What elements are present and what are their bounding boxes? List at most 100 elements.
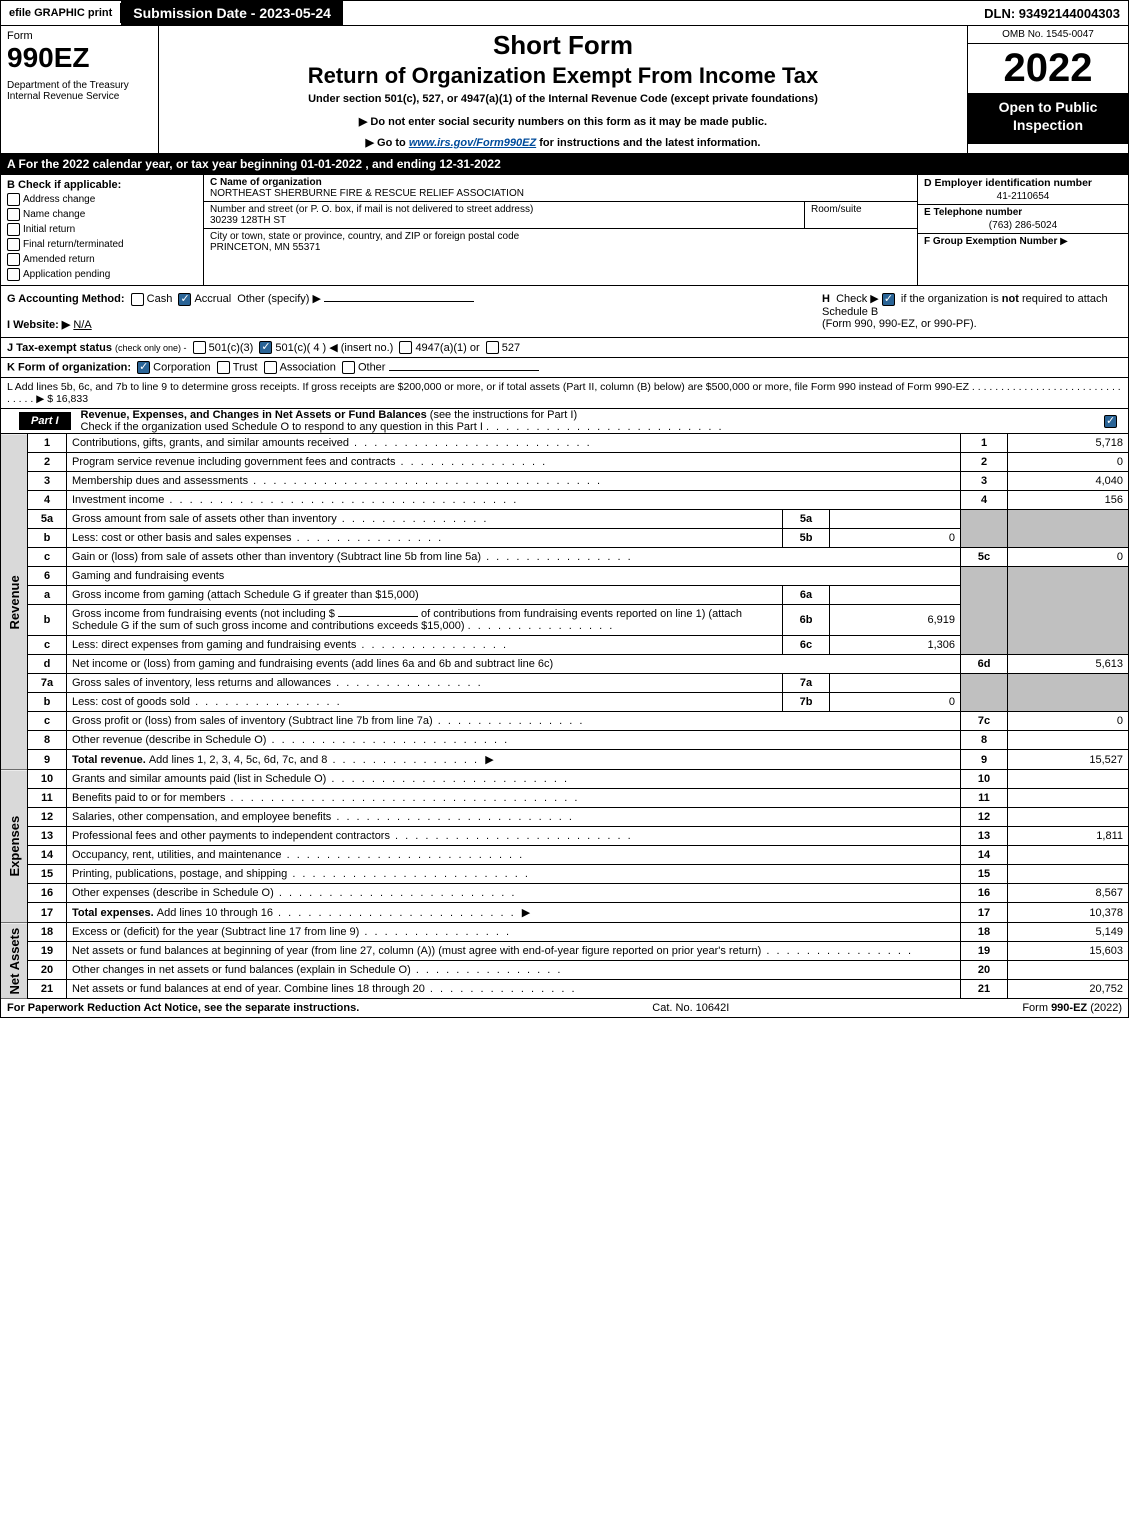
- l-amount: $ 16,833: [47, 393, 88, 405]
- expenses-table: Expenses 10 Grants and similar amounts p…: [0, 770, 1129, 923]
- line-12-ref: 12: [961, 808, 1008, 827]
- city-cell: City or town, state or province, country…: [204, 229, 917, 285]
- header-center: Short Form Return of Organization Exempt…: [159, 26, 968, 153]
- line-5b-subval: 0: [830, 529, 961, 548]
- l-arrow: ▶: [36, 393, 44, 405]
- chk-amended-return[interactable]: Amended return: [7, 253, 197, 266]
- line-20-num: 20: [28, 961, 67, 980]
- line-6: 6 Gaming and fundraising events: [1, 567, 1129, 586]
- form-header: Form 990EZ Department of the Treasury In…: [0, 26, 1129, 154]
- 527-label: 527: [502, 342, 520, 354]
- line-5c-num: c: [28, 548, 67, 567]
- line-16-ref: 16: [961, 884, 1008, 903]
- line-14-val: [1008, 846, 1129, 865]
- chk-4947[interactable]: [399, 341, 412, 354]
- part-1-header: Part I Revenue, Expenses, and Changes in…: [0, 409, 1129, 434]
- chk-corporation[interactable]: [137, 361, 150, 374]
- revenue-table: Revenue 1 Contributions, gifts, grants, …: [0, 434, 1129, 770]
- ein-label: D Employer identification number: [924, 177, 1122, 189]
- efile-label[interactable]: efile GRAPHIC print: [1, 3, 121, 23]
- city-state-zip: PRINCETON, MN 55371: [210, 242, 911, 253]
- line-13-val: 1,811: [1008, 827, 1129, 846]
- chk-other-org[interactable]: [342, 361, 355, 374]
- line-9: 9 Total revenue. Add lines 1, 2, 3, 4, 5…: [1, 750, 1129, 770]
- line-6c-subval: 1,306: [830, 636, 961, 655]
- under-section: Under section 501(c), 527, or 4947(a)(1)…: [167, 93, 959, 105]
- line-7ab-shaded-val: [1008, 674, 1129, 712]
- chk-trust[interactable]: [217, 361, 230, 374]
- chk-association[interactable]: [264, 361, 277, 374]
- row-a-tax-year: A For the 2022 calendar year, or tax yea…: [0, 154, 1129, 175]
- chk-501c3[interactable]: [193, 341, 206, 354]
- line-6a-subnum: 6a: [783, 586, 830, 605]
- line-6c: c Less: direct expenses from gaming and …: [1, 636, 1129, 655]
- form-label: Form: [7, 30, 152, 42]
- line-5ab-shaded: [961, 510, 1008, 548]
- line-21-desc: Net assets or fund balances at end of ye…: [72, 983, 577, 995]
- line-18-val: 5,149: [1008, 923, 1129, 942]
- open-to-public: Open to Public Inspection: [968, 93, 1128, 144]
- chk-accrual[interactable]: [178, 293, 191, 306]
- line-5ab-shaded-val: [1008, 510, 1129, 548]
- department: Department of the Treasury Internal Reve…: [7, 80, 152, 102]
- section-c: C Name of organization NORTHEAST SHERBUR…: [204, 175, 917, 285]
- website-value: N/A: [73, 319, 91, 331]
- chk-application-pending[interactable]: Application pending: [7, 268, 197, 281]
- g-label: G Accounting Method:: [7, 293, 125, 305]
- line-13-ref: 13: [961, 827, 1008, 846]
- line-8-num: 8: [28, 731, 67, 750]
- form-number: 990EZ: [7, 42, 152, 74]
- line-21-val: 20,752: [1008, 980, 1129, 999]
- chk-527[interactable]: [486, 341, 499, 354]
- e-telephone: E Telephone number (763) 286-5024: [918, 205, 1128, 234]
- chk-initial-return[interactable]: Initial return: [7, 223, 197, 236]
- chk-schedule-o[interactable]: [1104, 415, 1117, 428]
- line-12-desc: Salaries, other compensation, and employ…: [72, 811, 574, 823]
- do-not-enter: ▶ Do not enter social security numbers o…: [167, 115, 959, 128]
- line-17-val: 10,378: [1008, 903, 1129, 923]
- line-6a-subval: [830, 586, 961, 605]
- chk-501c[interactable]: [259, 341, 272, 354]
- group-label: F Group Exemption Number: [924, 236, 1057, 247]
- line-4-num: 4: [28, 491, 67, 510]
- line-7a-num: 7a: [28, 674, 67, 693]
- chk-name-change[interactable]: Name change: [7, 208, 197, 221]
- chk-final-return[interactable]: Final return/terminated: [7, 238, 197, 251]
- row-j: J Tax-exempt status (check only one) - 5…: [0, 338, 1129, 359]
- street-address: 30239 128TH ST: [210, 215, 798, 226]
- chk-cash[interactable]: [131, 293, 144, 306]
- line-11-ref: 11: [961, 789, 1008, 808]
- line-7b-desc: Less: cost of goods sold: [72, 696, 342, 708]
- line-13-num: 13: [28, 827, 67, 846]
- line-9-ref: 9: [961, 750, 1008, 770]
- line-7b-subval: 0: [830, 693, 961, 712]
- top-bar: efile GRAPHIC print Submission Date - 20…: [0, 0, 1129, 26]
- line-20-desc: Other changes in net assets or fund bala…: [72, 964, 562, 976]
- net-assets-table: Net Assets 18 Excess or (deficit) for th…: [0, 923, 1129, 999]
- chk-address-change[interactable]: Address change: [7, 193, 197, 206]
- other-org-line[interactable]: [389, 370, 539, 371]
- line-19-desc: Net assets or fund balances at beginning…: [72, 945, 913, 957]
- irs-link[interactable]: www.irs.gov/Form990EZ: [409, 137, 536, 149]
- tax-year: 2022: [968, 44, 1128, 93]
- line-15-desc: Printing, publications, postage, and shi…: [72, 868, 530, 880]
- chk-schedule-b[interactable]: [882, 293, 895, 306]
- line-2: 2 Program service revenue including gove…: [1, 453, 1129, 472]
- accrual-label: Accrual: [194, 293, 231, 305]
- line-6d-num: d: [28, 655, 67, 674]
- line-14-ref: 14: [961, 846, 1008, 865]
- line-7b: b Less: cost of goods sold 7b 0: [1, 693, 1129, 712]
- line-3-val: 4,040: [1008, 472, 1129, 491]
- net-assets-side-label: Net Assets: [1, 923, 28, 999]
- i-label: I Website: ▶: [7, 319, 70, 331]
- other-specify-line[interactable]: [324, 301, 474, 302]
- line-13: 13 Professional fees and other payments …: [1, 827, 1129, 846]
- line-2-ref: 2: [961, 453, 1008, 472]
- line-9-num: 9: [28, 750, 67, 770]
- line-1-desc: Contributions, gifts, grants, and simila…: [72, 437, 592, 449]
- goto-line: ▶ Go to www.irs.gov/Form990EZ for instru…: [167, 136, 959, 149]
- line-6-num: 6: [28, 567, 67, 586]
- part-1-tab: Part I: [19, 412, 71, 430]
- line-7c-ref: 7c: [961, 712, 1008, 731]
- line-12-num: 12: [28, 808, 67, 827]
